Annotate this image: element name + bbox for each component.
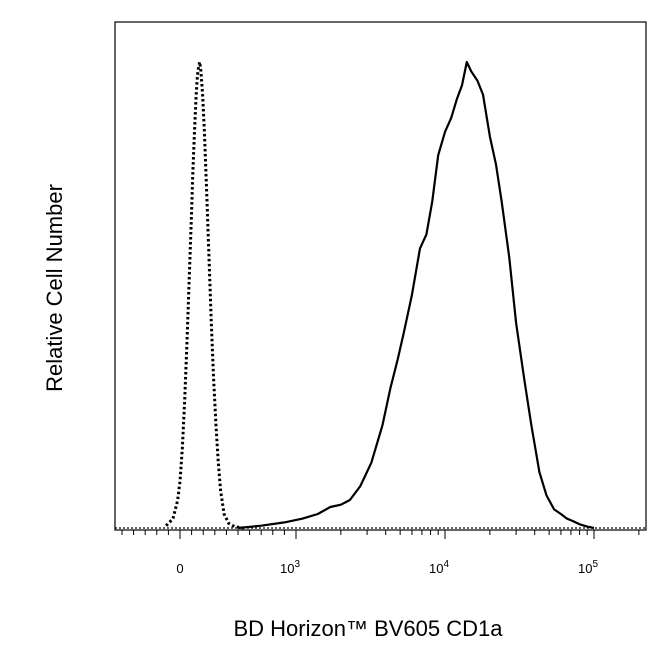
isotype-control-curve: [165, 60, 245, 530]
plot-frame: [114, 21, 647, 531]
stained-sample-curve: [237, 60, 595, 530]
curves-layer: [115, 60, 646, 530]
x-tick-label: 105: [578, 559, 598, 576]
y-axis-title: Relative Cell Number: [42, 184, 67, 392]
x-tick-label: 103: [280, 559, 300, 576]
x-tick-label: 0: [176, 561, 183, 576]
x-axis: 0 103 104 105: [121, 530, 640, 576]
x-tick-label: 104: [429, 559, 449, 576]
x-axis-title: BD Horizon™ BV605 CD1a: [233, 616, 503, 641]
